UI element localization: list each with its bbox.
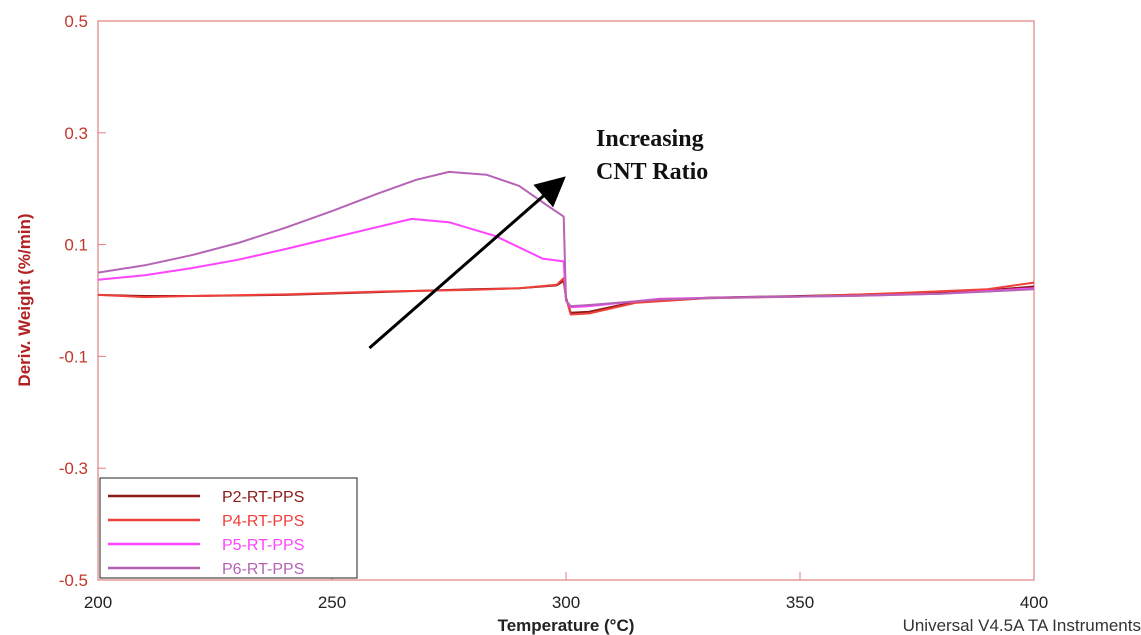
annotation-line-2: CNT Ratio — [596, 159, 708, 185]
x-tick-label: 300 — [552, 593, 580, 612]
footer-note: Universal V4.5A TA Instruments — [903, 616, 1141, 635]
y-axis-label: Deriv. Weight (%/min) — [15, 213, 34, 386]
y-axis-ticks: 0.5 0.3 0.1 -0.1 -0.3 -0.5 — [59, 12, 106, 590]
y-tick-label: 0.1 — [64, 236, 88, 255]
y-tick-label: -0.5 — [59, 571, 88, 590]
annotation-arrow — [368, 176, 566, 350]
y-tick-label: 0.3 — [64, 124, 88, 143]
x-tick-label: 200 — [84, 593, 112, 612]
annotation-line-1: Increasing — [596, 126, 704, 152]
legend-entry-p6-rt-pps: P6-RT-PPS — [222, 561, 304, 578]
series-lines — [97, 170, 1035, 316]
legend-entry-p5-rt-pps: P5-RT-PPS — [222, 537, 304, 554]
x-axis-label: Temperature (°C) — [498, 616, 635, 635]
y-tick-label: -0.1 — [59, 347, 88, 366]
legend-box — [99, 477, 358, 579]
x-axis-ticks: 200 250 300 350 400 — [84, 572, 1048, 612]
x-tick-label: 400 — [1020, 593, 1048, 612]
legend: P2-RT-PPS P4-RT-PPS P5-RT-PPS P6-RT-PPS — [99, 477, 358, 579]
series-line-p6-rt-pps — [97, 170, 1035, 308]
x-tick-label: 350 — [786, 593, 814, 612]
legend-entry-p4-rt-pps: P4-RT-PPS — [222, 513, 304, 530]
y-tick-label: -0.3 — [59, 459, 88, 478]
legend-entry-p2-rt-pps: P2-RT-PPS — [222, 489, 304, 506]
x-tick-label: 250 — [318, 593, 346, 612]
y-tick-label: 0.5 — [64, 12, 88, 31]
